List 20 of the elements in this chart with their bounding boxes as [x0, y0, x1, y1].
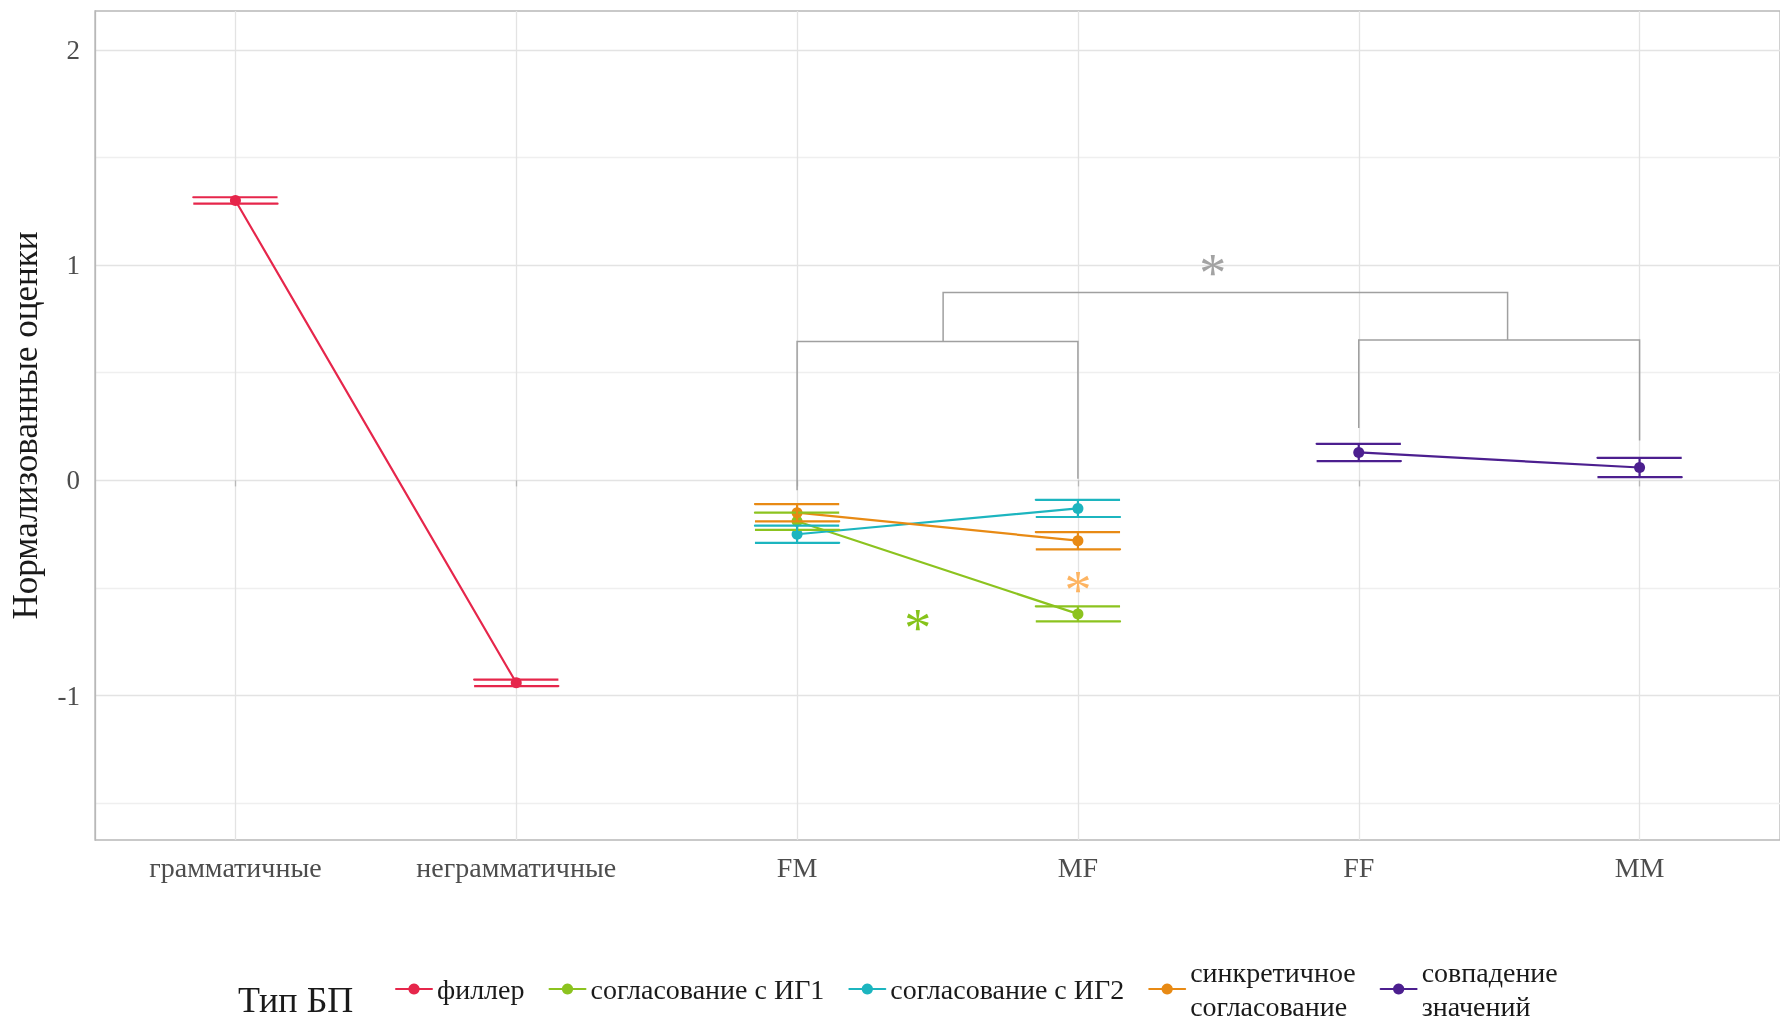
legend-label: согласование с ИГ1 — [590, 973, 825, 1005]
y-tick-label: -1 — [57, 680, 80, 711]
y-tick-label: 1 — [66, 250, 80, 281]
x-tick-label: FM — [776, 851, 818, 883]
legend-label: синкретичное согласование — [1190, 956, 1356, 1022]
legend-label: согласование с ИГ2 — [890, 973, 1125, 1005]
y-tick-label: 0 — [66, 465, 80, 496]
annotation: * — [904, 598, 932, 659]
x-tick-label: MF — [1057, 851, 1099, 883]
x-tick-label: грамматичные — [149, 851, 322, 883]
legend-label: филлер — [437, 973, 525, 1005]
x-tick-label: MM — [1614, 851, 1665, 883]
legend-title: Тип БП — [238, 980, 354, 1020]
y-tick-label: 2 — [66, 34, 80, 65]
legend-label: совпадение значений — [1421, 956, 1558, 1022]
y-axis-title: Нормализованные оценки — [6, 231, 45, 620]
x-tick-label: FF — [1343, 851, 1375, 883]
x-tick-label: неграмматичные — [416, 851, 617, 883]
annotation: * — [1199, 243, 1227, 304]
annotation: * — [1064, 559, 1092, 620]
